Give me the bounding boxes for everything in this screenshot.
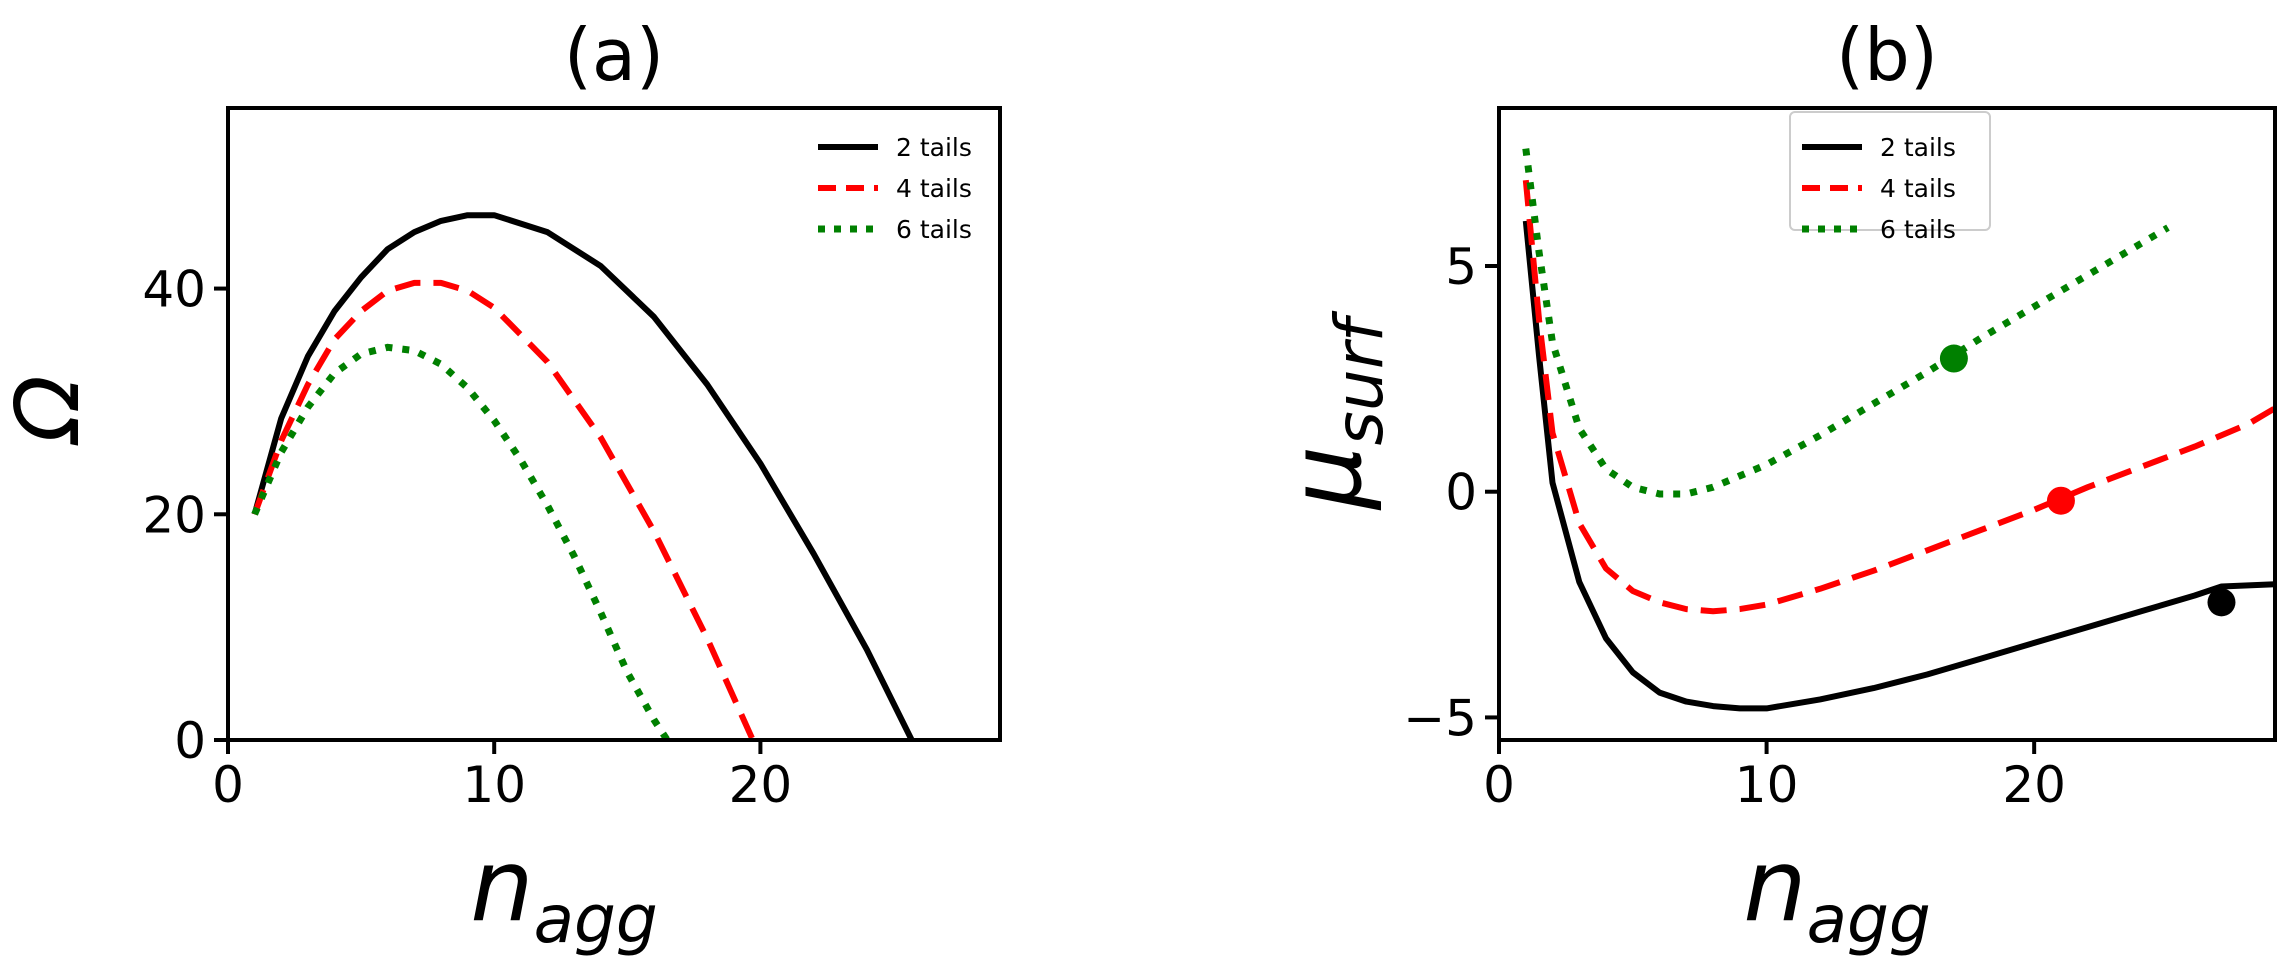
panel-a-ytick-label: 0 bbox=[174, 712, 206, 770]
panel-b-title: (b) bbox=[1836, 13, 1938, 97]
panel-a-series-4-tails bbox=[251, 279, 757, 740]
panel-a-title: (a) bbox=[564, 13, 664, 97]
panel-b-ytick-label: 5 bbox=[1445, 238, 1477, 296]
panel-a-series-6-tails bbox=[251, 343, 671, 740]
panel-b-ylabel: μsurf bbox=[1267, 310, 1398, 511]
panel-a-axes-frame bbox=[226, 106, 1002, 742]
panel-a-ytick-label: 40 bbox=[142, 261, 206, 319]
panel-b-legend: 2 tails 4 tails 6 tails bbox=[1789, 111, 1991, 244]
panel-b-series-2-tails bbox=[1522, 220, 2275, 712]
panel-b-legend-label: 2 tails bbox=[1880, 133, 1956, 162]
panel-b-legend-label: 6 tails bbox=[1880, 215, 1956, 244]
panel-a-legend-label: 2 tails bbox=[896, 133, 972, 162]
panel-a-legend: 2 tails 4 tails 6 tails bbox=[818, 133, 972, 244]
panel-b-xtick-label: 10 bbox=[1735, 756, 1799, 814]
panel-b-xtick-label: 20 bbox=[2002, 756, 2066, 814]
panel-b-xtick-label: 0 bbox=[1483, 756, 1515, 814]
panel-a-xtick-label: 20 bbox=[729, 756, 793, 814]
panel-a-legend-label: 4 tails bbox=[896, 174, 972, 203]
panel-a-xtick-label: 10 bbox=[462, 756, 526, 814]
panel-b-ytick-label: −5 bbox=[1403, 689, 1477, 747]
panel-a-series-2-tails bbox=[251, 212, 916, 740]
panel-b-series-4-tails bbox=[1522, 179, 2275, 615]
panel-b-marker-6-tails bbox=[1939, 344, 1968, 373]
panel-a-chart: (a) 0 10 20 0 20 40 nagg Ω 2 tails 4 tails 6 tails bbox=[0, 13, 1002, 958]
panel-a-ytick-label: 20 bbox=[142, 486, 206, 544]
panel-a-xlabel: nagg bbox=[470, 827, 658, 958]
panel-a-ylabel: Ω bbox=[0, 375, 99, 445]
panel-a-legend-label: 6 tails bbox=[896, 215, 972, 244]
panel-b-marker-2-tails bbox=[2207, 588, 2236, 617]
panel-b-axes-frame bbox=[1497, 106, 2277, 742]
panel-b-marker-4-tails bbox=[2046, 486, 2075, 515]
panel-b-xlabel: nagg bbox=[1743, 827, 1931, 958]
panel-b-legend-frame bbox=[1789, 111, 1991, 231]
panel-a-xtick-label: 0 bbox=[212, 756, 244, 814]
panel-b-series-6-tails bbox=[1522, 148, 2170, 498]
panel-b-ytick-label: 0 bbox=[1445, 464, 1477, 522]
panel-b-legend-label: 4 tails bbox=[1880, 174, 1956, 203]
